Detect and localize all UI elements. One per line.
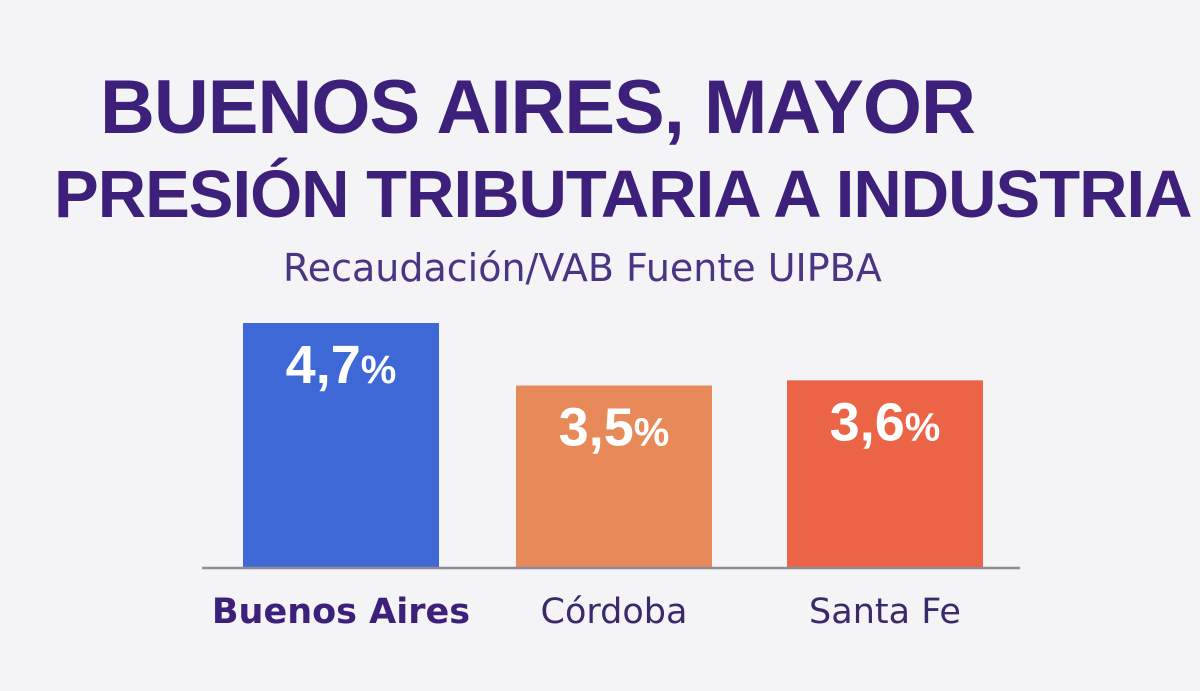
bar-buenos-aires — [243, 323, 439, 568]
category-label: Córdoba — [541, 592, 688, 632]
chart-subtitle: Recaudación/VAB Fuente UIPBA — [283, 246, 882, 290]
chart-title-line-2: PRESIÓN TRIBUTARIA A INDUSTRIA — [54, 157, 1193, 232]
bar-value-label: 4,7% — [286, 335, 397, 395]
category-label: Santa Fe — [809, 592, 961, 632]
chart-title-line-1: BUENOS AIRES, MAYOR — [100, 65, 976, 150]
bar-santa-fe — [787, 380, 983, 568]
bar-value-label: 3,6% — [830, 392, 941, 452]
bar-cordoba — [516, 385, 712, 568]
category-label: Buenos Aires — [212, 592, 470, 632]
bar-value-label: 3,5% — [559, 398, 670, 458]
